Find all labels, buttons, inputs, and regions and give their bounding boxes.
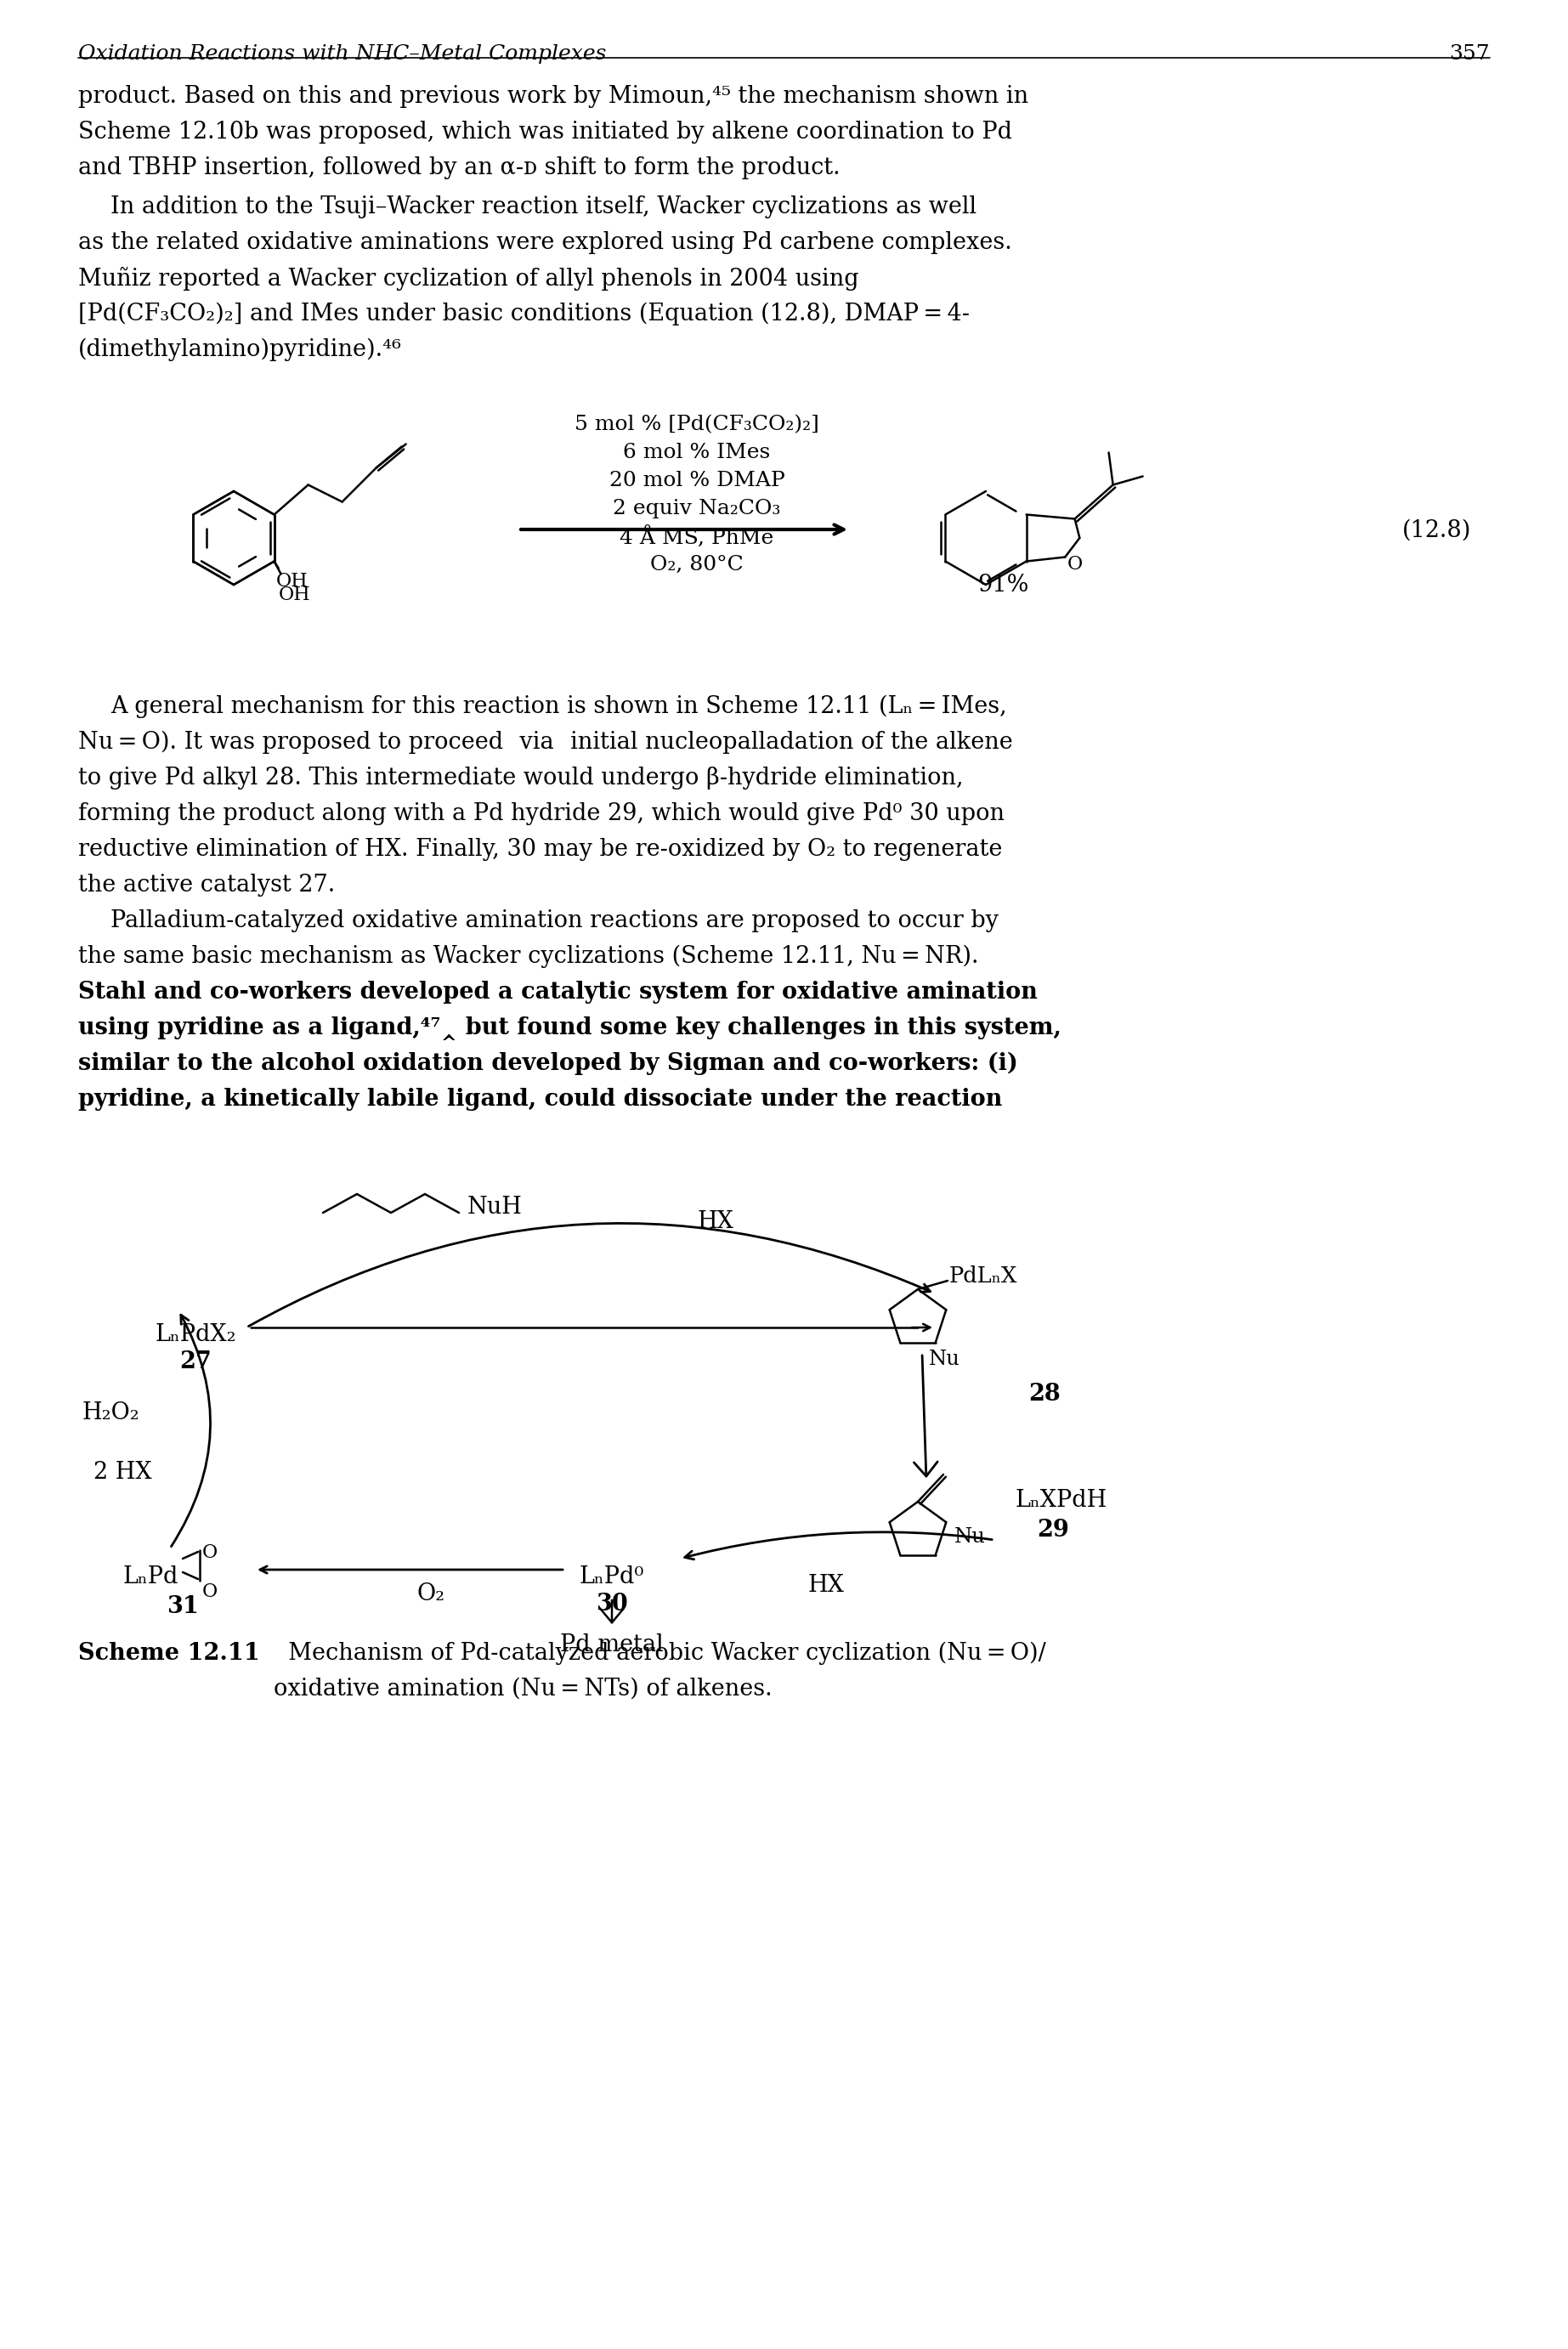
Text: Pd metal: Pd metal <box>560 1633 663 1656</box>
Text: O: O <box>1068 554 1083 573</box>
Text: O₂, 80°C: O₂, 80°C <box>651 554 743 576</box>
Text: O: O <box>202 1543 218 1562</box>
Text: Palladium-catalyzed oxidative amination reactions are proposed to occur by: Palladium-catalyzed oxidative amination … <box>110 909 999 933</box>
Text: 20 mol % DMAP: 20 mol % DMAP <box>608 470 784 491</box>
Text: using pyridine as a ligand,⁴⁷‸ but found some key challenges in this system,: using pyridine as a ligand,⁴⁷‸ but found… <box>78 1017 1062 1041</box>
Text: In addition to the Tsuji–Wacker reaction itself, Wacker cyclizations as well: In addition to the Tsuji–Wacker reaction… <box>110 195 977 218</box>
Text: 30: 30 <box>596 1593 627 1616</box>
Text: NuH: NuH <box>467 1196 522 1219</box>
Text: HX: HX <box>808 1574 844 1597</box>
Text: PdLₙX: PdLₙX <box>949 1266 1018 1287</box>
Text: 2 HX: 2 HX <box>94 1461 152 1485</box>
Text: (dimethylamino)pyridine).⁴⁶: (dimethylamino)pyridine).⁴⁶ <box>78 338 401 362</box>
Text: O₂: O₂ <box>417 1583 445 1604</box>
Text: 28: 28 <box>1029 1384 1060 1405</box>
Text: (12.8): (12.8) <box>1402 519 1471 543</box>
Text: LₙPd: LₙPd <box>122 1564 179 1588</box>
Text: product. Based on this and previous work by Mimoun,⁴⁵ the mechanism shown in: product. Based on this and previous work… <box>78 85 1029 108</box>
Text: the same basic mechanism as Wacker cyclizations (Scheme 12.11, Nu = NR).: the same basic mechanism as Wacker cycli… <box>78 944 978 968</box>
Text: similar to the alcohol oxidation developed by Sigman and co-workers: (i): similar to the alcohol oxidation develop… <box>78 1052 1018 1076</box>
Text: reductive elimination of HX. Finally, ​​30​​ may be re-oxidized by O₂ to regener: reductive elimination of HX. Finally, ​​… <box>78 839 1002 860</box>
Text: Muñiz reported a Wacker cyclization of allyl phenols in 2004 using: Muñiz reported a Wacker cyclization of a… <box>78 268 859 291</box>
Text: A general mechanism for this reaction is shown in Scheme 12.11 (Lₙ = IMes,: A general mechanism for this reaction is… <box>110 695 1007 719</box>
Text: OH: OH <box>279 585 310 604</box>
Text: pyridine, a kinetically labile ligand, could dissociate under the reaction: pyridine, a kinetically labile ligand, c… <box>78 1088 1002 1111</box>
Text: 31: 31 <box>166 1595 199 1618</box>
Text: O: O <box>202 1583 218 1602</box>
Text: 6 mol % IMes: 6 mol % IMes <box>622 442 770 463</box>
Text: 27: 27 <box>179 1351 212 1374</box>
Text: HX: HX <box>696 1210 734 1233</box>
Text: 357: 357 <box>1449 45 1490 63</box>
Text: 29: 29 <box>1036 1520 1069 1541</box>
Text: oxidative amination (Nu = NTs) of alkenes.: oxidative amination (Nu = NTs) of alkene… <box>274 1677 771 1701</box>
Text: Scheme 12.11: Scheme 12.11 <box>78 1642 260 1665</box>
Text: as the related oxidative aminations were explored using Pd carbene complexes.: as the related oxidative aminations were… <box>78 230 1011 254</box>
Text: LₙXPdH: LₙXPdH <box>1016 1489 1107 1513</box>
Text: OH: OH <box>276 571 307 590</box>
Text: 5 mol % [Pd(CF₃CO₂)₂]: 5 mol % [Pd(CF₃CO₂)₂] <box>574 416 818 435</box>
Text: Nu = O). It was proposed to proceed   via   initial nucleopalladation of the alk: Nu = O). It was proposed to proceed via … <box>78 731 1013 754</box>
Text: LₙPdX₂: LₙPdX₂ <box>155 1322 237 1346</box>
Text: and TBHP insertion, followed by an α-ᴅ shift to form the product.: and TBHP insertion, followed by an α-ᴅ s… <box>78 157 840 179</box>
Text: 4 Å MS, PhMe: 4 Å MS, PhMe <box>619 526 775 550</box>
Text: the active catalyst ​​27​​.: the active catalyst ​​27​​. <box>78 874 336 897</box>
Text: Mechanism of Pd-catalyzed aerobic Wacker cyclization (Nu = O)/: Mechanism of Pd-catalyzed aerobic Wacker… <box>274 1642 1046 1665</box>
Text: H₂O₂: H₂O₂ <box>83 1402 140 1423</box>
Text: 2 equiv Na₂CO₃: 2 equiv Na₂CO₃ <box>613 498 781 519</box>
Text: Nu: Nu <box>955 1527 986 1546</box>
Text: to give Pd alkyl ​​28​​. This intermediate would undergo β-hydride elimination,: to give Pd alkyl ​​28​​. This intermedia… <box>78 766 963 789</box>
Text: Nu: Nu <box>928 1351 960 1369</box>
Text: LₙPd⁰: LₙPd⁰ <box>580 1564 644 1588</box>
Text: Scheme 12.10b was proposed, which was initiated by alkene coordination to Pd: Scheme 12.10b was proposed, which was in… <box>78 120 1013 143</box>
Text: Oxidation Reactions with NHC–Metal Complexes: Oxidation Reactions with NHC–Metal Compl… <box>78 45 607 63</box>
Text: 91%: 91% <box>977 573 1029 597</box>
Text: forming the product along with a Pd hydride ​​29​​, which would give Pd⁰ ​​30​​ : forming the product along with a Pd hydr… <box>78 803 1005 824</box>
Text: [Pd(CF₃CO₂)₂] and IMes under basic conditions (Equation (12.8), DMAP = 4-: [Pd(CF₃CO₂)₂] and IMes under basic condi… <box>78 303 969 327</box>
Text: Stahl and co-workers developed a catalytic system for oxidative amination: Stahl and co-workers developed a catalyt… <box>78 982 1038 1003</box>
